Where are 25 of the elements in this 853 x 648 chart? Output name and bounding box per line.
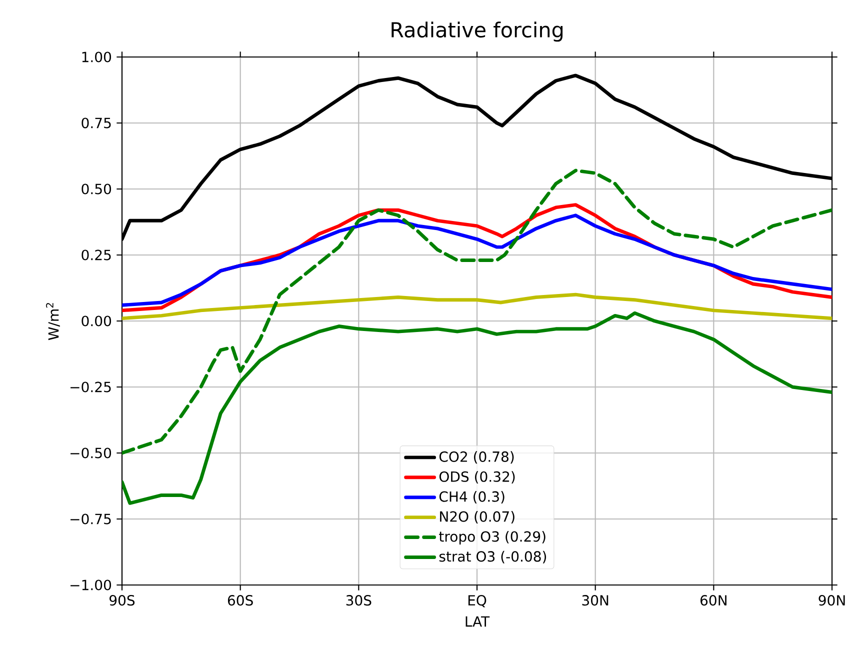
x-tick-label: 30S	[346, 595, 372, 606]
y-tick-label: −0.25	[70, 382, 111, 392]
legend-label: CO2 (0.78)	[439, 451, 514, 464]
y-tick-label: 0.00	[82, 316, 112, 326]
y-tick-label: −0.75	[70, 514, 111, 524]
legend-label: CH4 (0.3)	[439, 491, 504, 504]
x-tick-label: 60S	[228, 595, 253, 606]
legend-label: N2O (0.07)	[440, 511, 514, 524]
legend-label: strat O3 (-0.08)	[439, 550, 546, 564]
x-tick-label: EQ	[468, 595, 486, 608]
y-tick-label: 1.00	[82, 52, 112, 62]
legend-label: tropo O3 (0.29)	[439, 530, 546, 544]
y-tick-label: −1.00	[70, 580, 112, 590]
y-tick-label: 0.75	[82, 118, 111, 128]
x-tick-label: 90N	[818, 595, 845, 606]
x-tick-label: 30N	[582, 595, 608, 606]
x-axis-title: LAT	[466, 616, 490, 627]
legend-label: ODS (0.32)	[439, 471, 515, 484]
y-tick-label: 0.25	[82, 250, 111, 260]
y-tick-label: −0.50	[70, 448, 112, 458]
x-tick-label: 60N	[700, 595, 726, 606]
y-tick-label: 0.50	[82, 184, 112, 194]
x-tick-label: 90S	[110, 595, 135, 606]
chart-title: Radiative forcing	[392, 22, 563, 42]
y-axis-title: W/m$^{2}$	[46, 303, 60, 340]
